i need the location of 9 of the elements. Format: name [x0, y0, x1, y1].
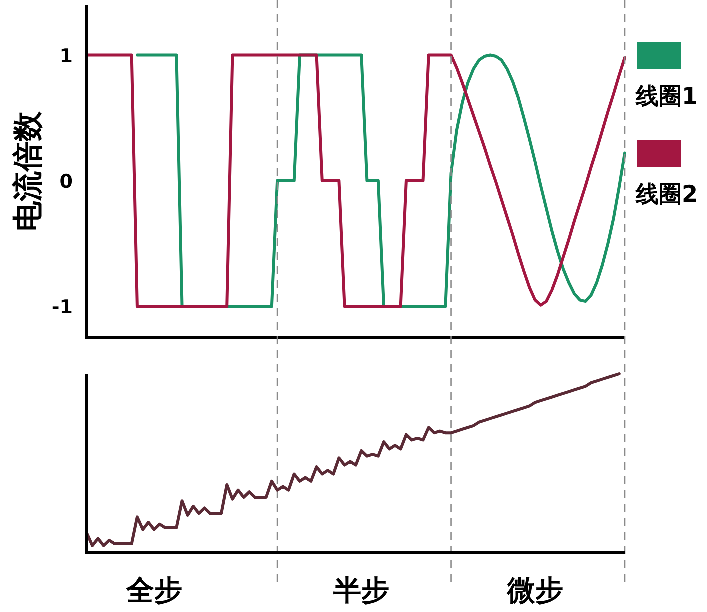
- legend-label: 线圈2: [635, 182, 698, 208]
- y-tick-label: -1: [52, 296, 73, 319]
- x-tick-label: 全步: [125, 574, 182, 607]
- y-tick-label: 0: [60, 170, 73, 193]
- y-axis-title: 电流倍数: [11, 110, 46, 232]
- y-tick-label: 1: [60, 45, 73, 68]
- legend-label: 线圈1: [635, 84, 698, 110]
- x-tick-label: 半步: [332, 574, 390, 607]
- x-tick-label: 微步: [506, 574, 564, 607]
